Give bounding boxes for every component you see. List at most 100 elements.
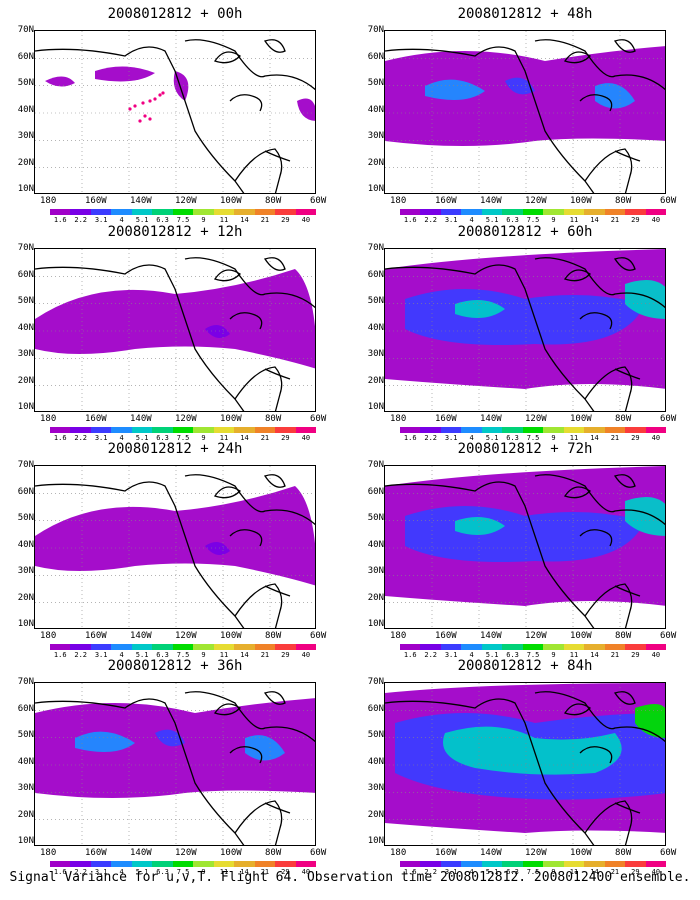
longitude-label: 120W bbox=[525, 196, 547, 206]
colorbar-swatch bbox=[522, 861, 544, 867]
colorbar-swatch bbox=[172, 861, 194, 867]
colorbar-tick-label: 9 bbox=[201, 216, 206, 224]
colorbar-tick-label: 7.5 bbox=[176, 434, 190, 442]
colorbar-tick-label: 2.2 bbox=[74, 651, 88, 659]
colorbar-labels: 1.6 2.2 3.1 4 5.1 6.3 7.5 9 11 14 21 29 40 bbox=[400, 651, 666, 661]
latitude-label: 10N bbox=[367, 402, 384, 412]
colorbar-tick-label: 4 bbox=[469, 868, 474, 876]
latitude-label: 30N bbox=[17, 349, 34, 359]
colorbar-tick-label: 21 bbox=[260, 434, 270, 442]
colorbar-tick-label: 4 bbox=[119, 434, 124, 442]
longitude-label: 180 bbox=[40, 196, 57, 206]
latitude-label: 70N bbox=[17, 25, 34, 35]
latitude-label: 40N bbox=[17, 104, 34, 115]
longitude-label: 180 bbox=[390, 848, 407, 858]
colorbar-tick-label: 2.2 bbox=[74, 434, 88, 442]
colorbar-tick-label: 4 bbox=[119, 868, 124, 876]
coastline bbox=[584, 366, 633, 411]
flight-track-point bbox=[133, 104, 137, 108]
longitude-label: 60W bbox=[310, 414, 327, 424]
colorbar-swatch bbox=[295, 861, 317, 867]
colorbar-swatch bbox=[481, 644, 503, 650]
coastline bbox=[584, 583, 633, 628]
latitude-label: 60N bbox=[367, 51, 384, 62]
variance-contour bbox=[155, 729, 185, 747]
variance-contour bbox=[35, 269, 315, 369]
coastline bbox=[234, 800, 283, 845]
colorbar-swatch bbox=[50, 209, 71, 215]
latitude-label: 30N bbox=[17, 783, 34, 793]
colorbar-swatch bbox=[400, 209, 421, 215]
colorbar-labels: 1.6 2.2 3.1 4 5.1 6.3 7.5 9 11 14 21 29 40 bbox=[400, 434, 666, 444]
colorbar-swatch bbox=[543, 209, 564, 215]
flight-track-point bbox=[141, 101, 145, 105]
colorbar-swatch bbox=[461, 644, 482, 650]
colorbar-swatch bbox=[502, 861, 523, 867]
colorbar-tick-label: 4 bbox=[469, 434, 474, 442]
latitude-label: 50N bbox=[367, 730, 384, 740]
colorbar-tick-label: 2.2 bbox=[74, 216, 88, 224]
longitude-label: 180 bbox=[390, 414, 407, 424]
coastline bbox=[584, 148, 633, 193]
colorbar-tick-label: 3.1 bbox=[94, 216, 108, 224]
latitude-label: 20N bbox=[17, 809, 34, 820]
colorbar-swatch bbox=[604, 427, 626, 433]
latitude-label: 60N bbox=[17, 51, 34, 62]
colorbar-swatch bbox=[645, 209, 667, 215]
colorbar-swatch bbox=[420, 861, 441, 867]
colorbar-swatch bbox=[563, 427, 585, 433]
variance-map bbox=[385, 466, 665, 628]
colorbar-tick-label: 29 bbox=[631, 868, 640, 876]
longitude-label: 100W bbox=[570, 196, 592, 206]
colorbar-swatch bbox=[70, 861, 91, 867]
longitude-label: 120W bbox=[525, 631, 547, 641]
coastline bbox=[263, 39, 286, 53]
colorbar-swatch bbox=[295, 644, 317, 650]
colorbar-labels: 1.6 2.2 3.1 4 5.1 6.3 7.5 9 11 14 21 29 40 bbox=[50, 868, 316, 878]
colorbar-tick-label: 9 bbox=[551, 434, 556, 442]
latitude-label: 30N bbox=[367, 783, 384, 793]
colorbar-tick-label: 21 bbox=[260, 651, 270, 659]
colorbar bbox=[50, 427, 317, 433]
latitude-label: 70N bbox=[17, 243, 34, 253]
colorbar-tick-label: 2.2 bbox=[424, 434, 438, 442]
colorbar-tick-label: 14 bbox=[590, 651, 599, 659]
variance-contour bbox=[95, 66, 155, 82]
longitude-label: 140W bbox=[130, 631, 152, 641]
longitude-label: 140W bbox=[480, 631, 502, 641]
variance-map bbox=[385, 683, 665, 845]
latitude-label: 70N bbox=[367, 460, 384, 470]
colorbar-tick-label: 4 bbox=[469, 651, 474, 659]
colorbar-tick-label: 1.6 bbox=[403, 651, 417, 659]
map-area bbox=[384, 248, 666, 412]
colorbar-tick-label: 29 bbox=[631, 651, 640, 659]
coastline bbox=[213, 51, 242, 64]
colorbar-swatch bbox=[111, 861, 132, 867]
latitude-label: 40N bbox=[367, 322, 384, 333]
latitude-label: 10N bbox=[17, 619, 34, 629]
variance-contour bbox=[245, 735, 285, 761]
colorbar-tick-label: 29 bbox=[281, 216, 290, 224]
colorbar-labels: 1.6 2.2 3.1 4 5.1 6.3 7.5 9 11 14 21 29 40 bbox=[50, 434, 316, 444]
flight-track-point bbox=[143, 114, 147, 118]
colorbar-swatch bbox=[645, 861, 667, 867]
colorbar-swatch bbox=[172, 427, 194, 433]
latitude-label: 10N bbox=[17, 836, 34, 846]
colorbar-swatch bbox=[152, 427, 173, 433]
colorbar-tick-label: 6.3 bbox=[506, 868, 519, 876]
coastline bbox=[534, 691, 665, 743]
colorbar-tick-label: 21 bbox=[610, 216, 620, 224]
colorbar-tick-label: 3.1 bbox=[444, 651, 458, 659]
colorbar-tick-label: 21 bbox=[610, 434, 620, 442]
colorbar-tick-label: 6.3 bbox=[506, 434, 519, 442]
colorbar-swatch bbox=[70, 644, 91, 650]
colorbar-tick-label: 3.1 bbox=[94, 434, 108, 442]
coastline bbox=[264, 585, 291, 597]
latitude-label: 70N bbox=[17, 460, 34, 470]
colorbar-tick-label: 14 bbox=[240, 434, 249, 442]
longitude-label: 140W bbox=[130, 848, 152, 858]
colorbar bbox=[400, 644, 667, 650]
colorbar-swatch bbox=[481, 427, 503, 433]
map-panel: 2008012812 + 60h 70N 60N 50N 40N 30N 20N 10N 180… bbox=[350, 224, 700, 444]
flight-track-point bbox=[161, 91, 165, 95]
